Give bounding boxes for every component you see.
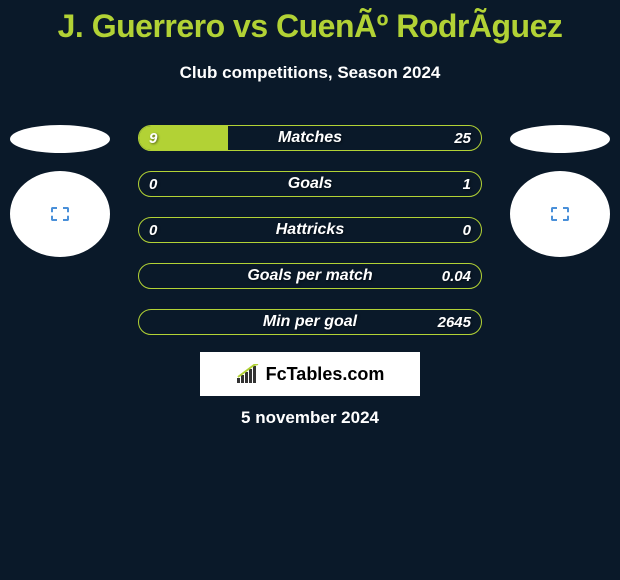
stat-row-min-per-goal: Min per goal 2645	[138, 309, 482, 335]
subtitle: Club competitions, Season 2024	[0, 63, 620, 83]
left-player-photo	[10, 171, 110, 257]
image-placeholder-icon	[51, 207, 69, 221]
stat-label: Hattricks	[139, 221, 481, 239]
stat-value-right: 0	[463, 222, 471, 239]
brand-text: FcTables.com	[266, 364, 385, 385]
right-team-logo	[510, 125, 610, 153]
stat-label: Matches	[139, 129, 481, 147]
stat-row-goals-per-match: Goals per match 0.04	[138, 263, 482, 289]
stat-value-right: 0.04	[442, 268, 471, 285]
stat-value-right: 2645	[438, 314, 471, 331]
brand-box[interactable]: FcTables.com	[200, 352, 420, 396]
stat-row-hattricks: 0 Hattricks 0	[138, 217, 482, 243]
stat-row-matches: 9 Matches 25	[138, 125, 482, 151]
date-text: 5 november 2024	[0, 408, 620, 428]
right-player-avatars	[510, 125, 610, 257]
left-player-avatars	[10, 125, 110, 257]
right-player-photo	[510, 171, 610, 257]
stat-label: Goals per match	[139, 267, 481, 285]
page-title: J. Guerrero vs CuenÃº RodrÃ­guez	[0, 0, 620, 45]
left-team-logo	[10, 125, 110, 153]
stat-label: Goals	[139, 175, 481, 193]
stat-value-right: 25	[454, 130, 471, 147]
stat-row-goals: 0 Goals 1	[138, 171, 482, 197]
stat-label: Min per goal	[139, 313, 481, 331]
brand-chart-icon	[236, 364, 260, 384]
stats-container: 9 Matches 25 0 Goals 1 0 Hattricks 0 Goa…	[138, 125, 482, 335]
image-placeholder-icon	[551, 207, 569, 221]
stat-value-right: 1	[463, 176, 471, 193]
